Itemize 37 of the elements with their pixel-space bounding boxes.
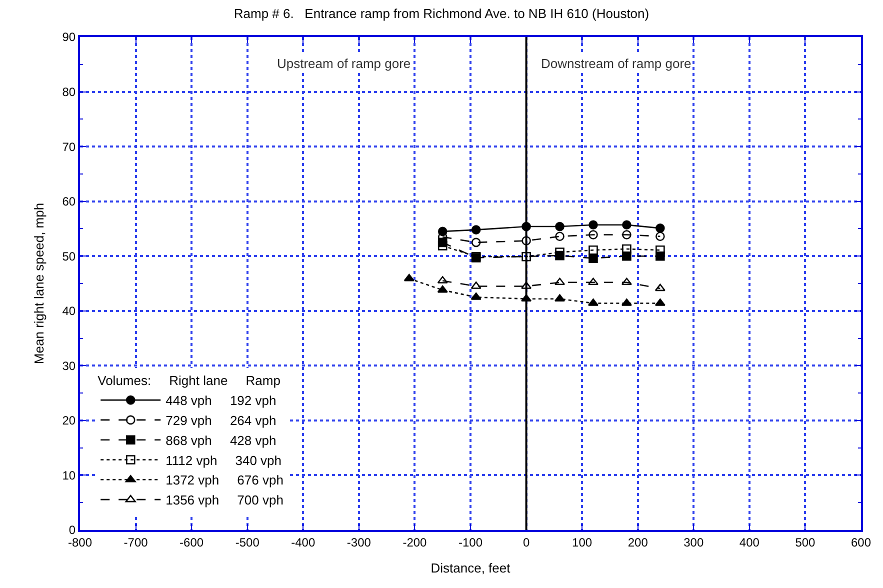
y-tick-label: 60 [62, 194, 76, 209]
y-tick-label: 50 [62, 249, 76, 264]
x-tick-label: 500 [795, 535, 816, 550]
legend-label: 729 vph 264 vph [166, 413, 276, 428]
x-tick-label: 400 [739, 535, 760, 550]
y-tick-label: 30 [62, 358, 76, 373]
x-tick-label: 600 [850, 535, 872, 550]
annotation: Downstream of ramp gore [541, 56, 692, 71]
x-tick-label: -200 [402, 535, 428, 550]
legend-label: 448 vph 192 vph [166, 393, 276, 408]
y-tick-label: 40 [62, 304, 76, 318]
x-tick-label: -400 [291, 535, 316, 550]
y-tick-label: 90 [62, 30, 76, 44]
y-tick-label: 0 [68, 523, 76, 538]
x-tick-label: 0 [522, 535, 530, 550]
legend-title: Volumes: Right lane Ramp [98, 373, 280, 388]
legend-label: 868 vph 428 vph [166, 432, 276, 448]
x-tick-label: -800 [68, 535, 92, 550]
x-tick-label: -500 [235, 535, 260, 550]
legend-label: 1356 vph 700 vph [166, 492, 284, 508]
y-tick-label: 10 [62, 468, 76, 482]
y-tick-label: 20 [62, 414, 76, 428]
x-tick-label: -600 [180, 535, 204, 550]
x-tick-label: 100 [572, 535, 592, 550]
x-tick-label: 300 [684, 535, 704, 550]
legend-label: 1112 vph 340 vph [166, 452, 282, 468]
x-tick-label: 200 [628, 535, 648, 550]
annotation: Upstream of ramp gore [277, 56, 411, 71]
y-tick-label: 80 [62, 84, 76, 99]
x-tick-label: -300 [346, 535, 372, 550]
y-axis-title: Mean right lane speed, mph [32, 202, 47, 364]
y-tick-label: 70 [62, 140, 76, 154]
x-tick-label: -700 [124, 535, 148, 550]
x-tick-label: -100 [458, 535, 483, 550]
legend-label: 1372 vph 676 vph [166, 472, 284, 488]
x-axis-title: Distance, feet [430, 560, 511, 576]
chart-title: Ramp # 6. Entrance ramp from Richmond Ave. to NB IH 610 (Houston) [234, 6, 650, 21]
